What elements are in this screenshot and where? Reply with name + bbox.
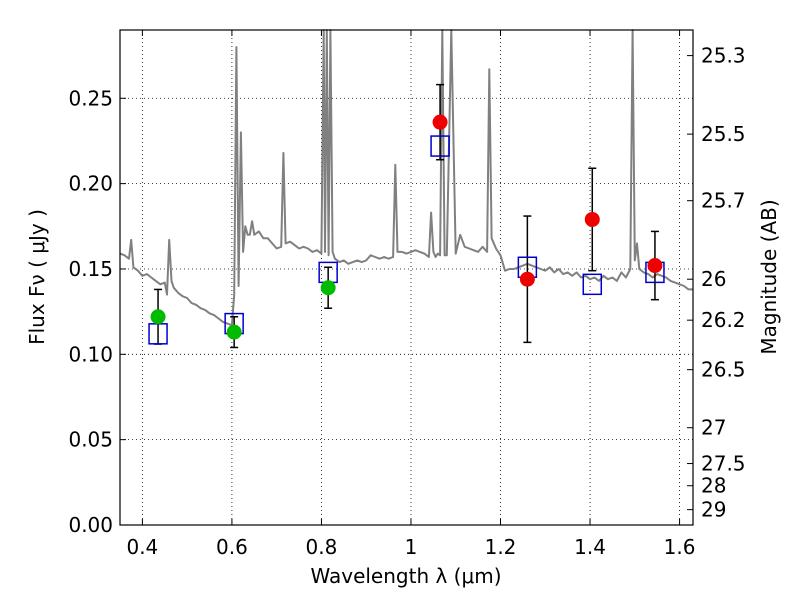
y2-tick-label: 29 — [701, 498, 726, 522]
x-tick-label: 1.4 — [574, 535, 606, 559]
y2-tick-label: 26.5 — [701, 358, 746, 382]
y-tick-label: 0.00 — [68, 513, 113, 537]
x-tick-label: 0.6 — [216, 535, 248, 559]
y2-tick-label: 27 — [701, 416, 726, 440]
y2-tick-label: 26.2 — [701, 308, 746, 332]
y-axis-title: Flux Fν ( μJy ) — [25, 209, 49, 345]
x-tick-label: 1 — [405, 535, 418, 559]
x-tick-label: 0.8 — [306, 535, 338, 559]
detection-point — [432, 114, 448, 130]
model-photometry-series — [148, 135, 665, 345]
x-tick-label: 1.6 — [664, 535, 696, 559]
detection-point — [647, 258, 663, 274]
x-tick-label: 1.2 — [485, 535, 517, 559]
y2-tick-label: 28 — [701, 474, 726, 498]
x-tick-label: 0.4 — [126, 535, 158, 559]
model-photometry-square — [430, 135, 450, 157]
y-tick-label: 0.15 — [68, 257, 113, 281]
detection-point — [320, 280, 336, 296]
tick-labels: 0.4 0.6 0.8 1 1.2 1.4 1.6 0.00 0.05 0.10 0.15 0.20 0… — [68, 44, 745, 559]
detections-series — [150, 114, 663, 340]
detection-point — [519, 271, 535, 287]
y2-tick-label: 26 — [701, 267, 726, 291]
spectrum-series — [119, 29, 693, 327]
grid — [120, 30, 693, 525]
axis-ticks — [120, 30, 693, 526]
y-tick-label: 0.10 — [68, 342, 113, 366]
y2-tick-label: 25.3 — [701, 44, 746, 68]
x-axis-title: Wavelength λ (μm) — [310, 564, 501, 588]
plot-frame — [119, 29, 694, 526]
model-photometry-square — [582, 273, 603, 296]
y2-tick-label: 25.7 — [701, 189, 746, 213]
detection-point — [584, 211, 600, 227]
spectrum-line — [119, 29, 693, 327]
y2-tick-label: 25.5 — [701, 122, 746, 146]
error-bars — [154, 83, 659, 349]
detection-point — [150, 309, 166, 325]
y2-axis-title: Magnitude (AB) — [757, 199, 781, 354]
detection-point — [226, 324, 242, 340]
y-tick-label: 0.05 — [68, 428, 113, 452]
y-tick-label: 0.25 — [68, 86, 113, 110]
y2-tick-label: 27.5 — [701, 452, 746, 476]
y-tick-label: 0.20 — [68, 172, 113, 196]
